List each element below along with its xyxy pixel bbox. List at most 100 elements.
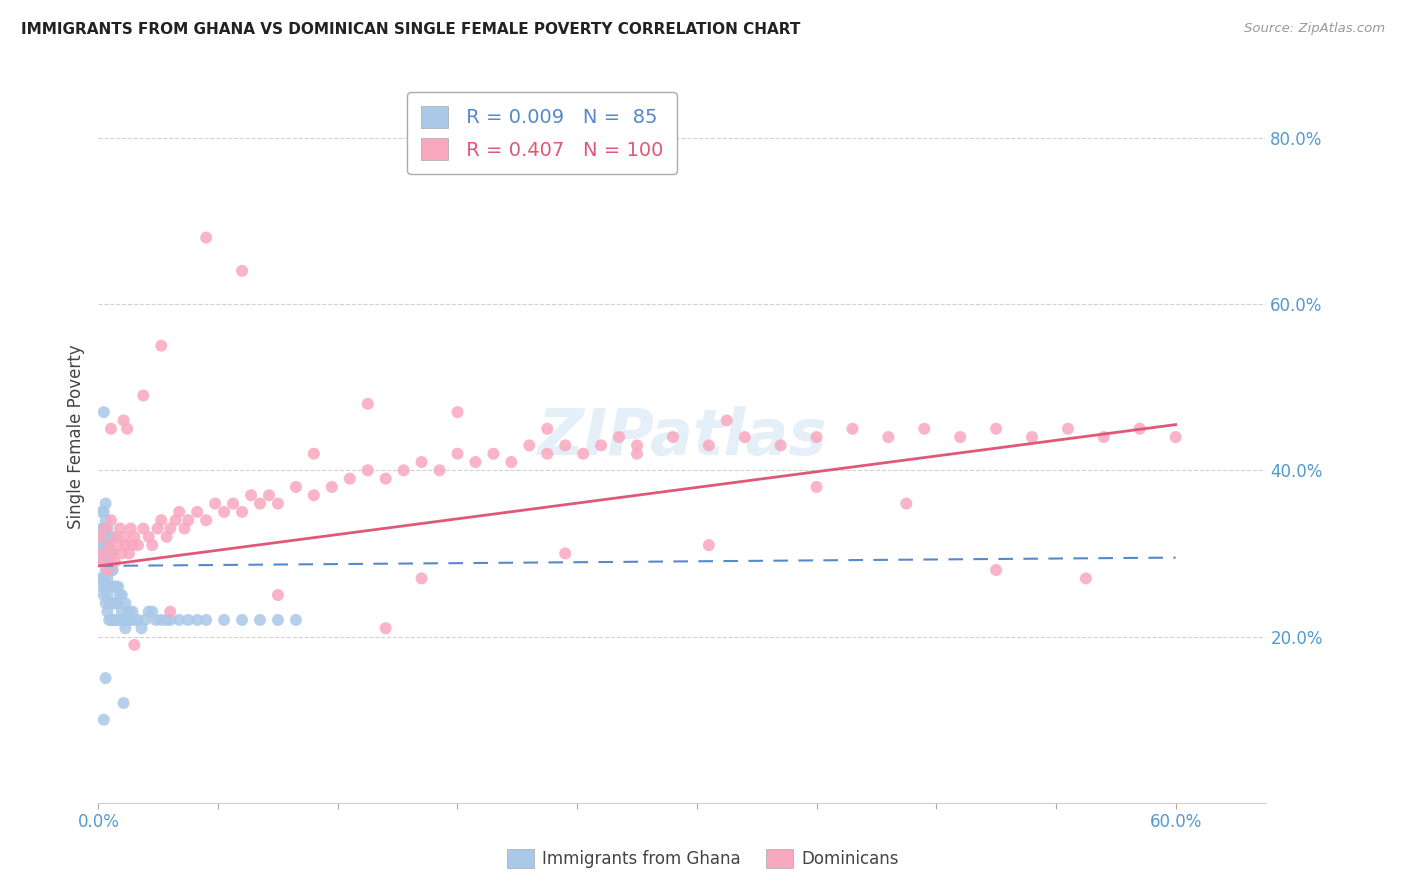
Point xyxy=(91,521,114,535)
Point xyxy=(212,613,235,627)
Point xyxy=(195,513,218,527)
Point xyxy=(98,613,121,627)
Point xyxy=(131,621,153,635)
Point xyxy=(446,405,468,419)
Text: IMMIGRANTS FROM GHANA VS DOMINICAN SINGLE FEMALE POVERTY CORRELATION CHART: IMMIGRANTS FROM GHANA VS DOMINICAN SINGL… xyxy=(21,22,800,37)
Point xyxy=(100,596,122,610)
Point xyxy=(554,546,576,560)
Point xyxy=(374,621,396,635)
Point xyxy=(111,588,134,602)
Point xyxy=(112,613,135,627)
Point xyxy=(112,413,135,427)
Point xyxy=(734,430,756,444)
Point xyxy=(100,513,122,527)
Point xyxy=(195,230,218,244)
Point xyxy=(103,613,125,627)
Point xyxy=(96,588,118,602)
Point xyxy=(806,480,828,494)
Point xyxy=(572,447,595,461)
Point xyxy=(89,530,111,544)
Point xyxy=(124,638,146,652)
Point xyxy=(392,463,415,477)
Point xyxy=(145,613,167,627)
Point xyxy=(536,422,558,436)
Point xyxy=(121,605,143,619)
Point xyxy=(204,497,226,511)
Point xyxy=(896,497,918,511)
Point xyxy=(1164,430,1187,444)
Point xyxy=(115,613,138,627)
Legend: Immigrants from Ghana, Dominicans: Immigrants from Ghana, Dominicans xyxy=(501,842,905,875)
Point xyxy=(138,530,160,544)
Point xyxy=(101,596,124,610)
Point xyxy=(105,580,128,594)
Point xyxy=(111,605,134,619)
Point xyxy=(446,447,468,461)
Point xyxy=(411,455,433,469)
Point xyxy=(267,588,290,602)
Point xyxy=(94,530,117,544)
Point xyxy=(112,530,135,544)
Text: Source: ZipAtlas.com: Source: ZipAtlas.com xyxy=(1244,22,1385,36)
Point xyxy=(105,596,128,610)
Point xyxy=(105,530,128,544)
Point xyxy=(284,480,307,494)
Point xyxy=(267,497,290,511)
Point xyxy=(107,580,129,594)
Point xyxy=(339,472,361,486)
Point xyxy=(93,571,115,585)
Point xyxy=(302,488,325,502)
Point xyxy=(554,438,576,452)
Point xyxy=(134,613,156,627)
Point xyxy=(96,571,118,585)
Point xyxy=(89,571,111,585)
Point xyxy=(132,521,155,535)
Point xyxy=(98,538,121,552)
Point xyxy=(769,438,792,452)
Point xyxy=(93,505,115,519)
Point xyxy=(101,546,124,560)
Point xyxy=(697,438,720,452)
Point xyxy=(167,505,190,519)
Point xyxy=(429,463,451,477)
Point xyxy=(257,488,280,502)
Point xyxy=(662,430,685,444)
Point xyxy=(150,613,173,627)
Point xyxy=(98,580,121,594)
Point xyxy=(267,613,290,627)
Point xyxy=(93,405,115,419)
Point xyxy=(284,613,307,627)
Point xyxy=(141,538,163,552)
Point xyxy=(107,596,129,610)
Point xyxy=(96,563,118,577)
Point xyxy=(607,430,630,444)
Point xyxy=(249,497,271,511)
Point xyxy=(112,696,135,710)
Point xyxy=(96,555,118,569)
Point xyxy=(626,438,648,452)
Point xyxy=(159,521,181,535)
Point xyxy=(231,505,253,519)
Point xyxy=(984,563,1007,577)
Point xyxy=(167,613,190,627)
Point xyxy=(464,455,486,469)
Point xyxy=(114,538,136,552)
Point xyxy=(124,530,146,544)
Point xyxy=(984,422,1007,436)
Point xyxy=(93,555,115,569)
Point xyxy=(127,613,149,627)
Point xyxy=(94,580,117,594)
Point xyxy=(877,430,900,444)
Point xyxy=(100,580,122,594)
Point xyxy=(374,472,396,486)
Point xyxy=(103,580,125,594)
Point xyxy=(231,264,253,278)
Point xyxy=(89,546,111,560)
Point xyxy=(150,338,173,352)
Point xyxy=(138,605,160,619)
Point xyxy=(91,580,114,594)
Point xyxy=(111,546,134,560)
Point xyxy=(1057,422,1080,436)
Point xyxy=(1021,430,1043,444)
Point xyxy=(1092,430,1115,444)
